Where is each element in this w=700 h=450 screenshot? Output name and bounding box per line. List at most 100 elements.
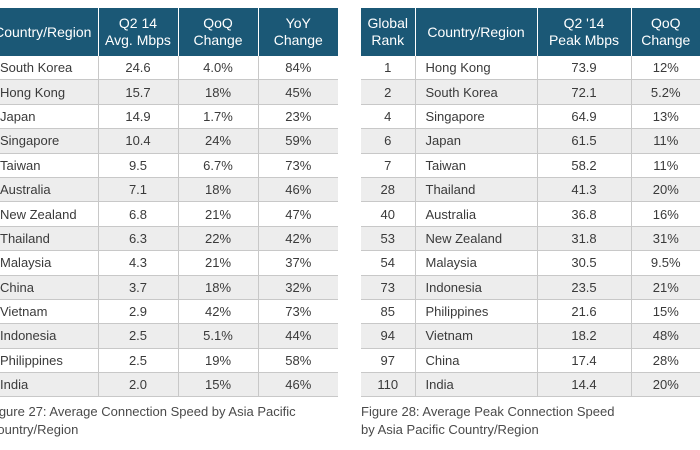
cell-avg-mbps: 4.3 [98, 250, 179, 276]
cell-avg-mbps: 2.9 [98, 299, 179, 325]
cell-avg-mbps: 2.5 [98, 323, 179, 349]
cell-peak-mbps: 30.5 [537, 250, 632, 276]
cell-peak-mbps: 72.1 [537, 79, 632, 105]
cell-qoq-change: 20% [631, 177, 700, 203]
cell-country: New Zealand [0, 201, 99, 227]
cell-peak-mbps: 17.4 [537, 348, 632, 374]
cell-peak-mbps: 36.8 [537, 201, 632, 227]
cell-global-rank: 40 [361, 201, 416, 227]
cell-yoy-change: 47% [258, 201, 338, 227]
cell-country: South Korea [0, 56, 99, 81]
cell-country: New Zealand [415, 226, 538, 252]
cell-qoq-change: 20% [631, 372, 700, 398]
cell-qoq-change: 9.5% [631, 250, 700, 276]
header-qoq-change: QoQ Change [631, 8, 700, 56]
table-row: Australia 7.1 18% 46% [0, 177, 338, 203]
cell-qoq-change: 5.1% [178, 323, 259, 349]
header-peak-mbps: Q2 '14 Peak Mbps [537, 8, 632, 56]
cell-country: Japan [0, 104, 99, 130]
cell-qoq-change: 5.2% [631, 79, 700, 105]
cell-peak-mbps: 64.9 [537, 104, 632, 130]
table-row: Singapore 10.4 24% 59% [0, 128, 338, 154]
cell-global-rank: 4 [361, 104, 416, 130]
cell-global-rank: 2 [361, 79, 416, 105]
cell-global-rank: 94 [361, 323, 416, 349]
cell-global-rank: 28 [361, 177, 416, 203]
cell-qoq-change: 22% [178, 226, 259, 252]
table-row: 85 Philippines 21.6 15% [361, 299, 700, 325]
cell-peak-mbps: 61.5 [537, 128, 632, 154]
cell-country: Taiwan [0, 153, 99, 178]
cell-country: Hong Kong [415, 56, 538, 81]
cell-qoq-change: 19% [178, 348, 259, 374]
cell-country: Indonesia [0, 323, 99, 349]
cell-avg-mbps: 10.4 [98, 128, 179, 154]
caption-line: by Asia Pacific Country/Region [361, 422, 539, 437]
cell-qoq-change: 11% [631, 153, 700, 178]
table-row: 1 Hong Kong 73.9 12% [361, 56, 700, 81]
cell-qoq-change: 15% [631, 299, 700, 325]
cell-country: Indonesia [415, 275, 538, 300]
figure-caption: Figure 27: Average Connection Speed by A… [0, 404, 296, 437]
cell-global-rank: 6 [361, 128, 416, 154]
table-row: 53 New Zealand 31.8 31% [361, 226, 700, 252]
table-row: 94 Vietnam 18.2 48% [361, 323, 700, 349]
table-row: Hong Kong 15.7 18% 45% [0, 79, 338, 105]
cell-country: China [415, 348, 538, 374]
header-yoy-change: YoY Change [258, 8, 338, 56]
cell-qoq-change: 28% [631, 348, 700, 374]
cell-global-rank: 1 [361, 56, 416, 81]
cell-qoq-change: 1.7% [178, 104, 259, 130]
cell-avg-mbps: 2.0 [98, 372, 179, 398]
cell-yoy-change: 73% [258, 153, 338, 178]
cell-peak-mbps: 31.8 [537, 226, 632, 252]
cell-global-rank: 97 [361, 348, 416, 374]
cell-country: Vietnam [0, 299, 99, 325]
cell-qoq-change: 16% [631, 201, 700, 227]
cell-avg-mbps: 9.5 [98, 153, 179, 178]
cell-country: India [415, 372, 538, 398]
cell-yoy-change: 58% [258, 348, 338, 374]
cell-qoq-change: 18% [178, 177, 259, 203]
cell-yoy-change: 46% [258, 177, 338, 203]
cell-yoy-change: 84% [258, 56, 338, 81]
cell-yoy-change: 32% [258, 275, 338, 300]
cell-qoq-change: 11% [631, 128, 700, 154]
cell-qoq-change: 18% [178, 79, 259, 105]
cell-peak-mbps: 41.3 [537, 177, 632, 203]
table-row: 7 Taiwan 58.2 11% [361, 153, 700, 178]
cell-qoq-change: 13% [631, 104, 700, 130]
table-row: Indonesia 2.5 5.1% 44% [0, 323, 338, 349]
cell-avg-mbps: 24.6 [98, 56, 179, 81]
cell-country: Malaysia [0, 250, 99, 276]
cell-global-rank: 110 [361, 372, 416, 398]
table-body: 1 Hong Kong 73.9 12% 2 South Korea 72.1 5.2% 4 Si… [361, 56, 700, 398]
caption-line: Figure 28: Average Peak Connection Speed [361, 404, 615, 419]
cell-avg-mbps: 6.8 [98, 201, 179, 227]
cell-country: Malaysia [415, 250, 538, 276]
cell-qoq-change: 18% [178, 275, 259, 300]
table-row: 4 Singapore 64.9 13% [361, 104, 700, 130]
cell-yoy-change: 44% [258, 323, 338, 349]
cell-avg-mbps: 2.5 [98, 348, 179, 374]
cell-peak-mbps: 14.4 [537, 372, 632, 398]
cell-avg-mbps: 3.7 [98, 275, 179, 300]
cell-country: China [0, 275, 99, 300]
figure-caption: Figure 28: Average Peak Connection Speed… [361, 403, 691, 439]
header-country: Country/Region [415, 8, 538, 56]
header-qoq-change: QoQ Change [178, 8, 259, 56]
cell-country: Singapore [0, 128, 99, 154]
table-row: 110 India 14.4 20% [361, 372, 700, 398]
table-row: New Zealand 6.8 21% 47% [0, 201, 338, 227]
cell-qoq-change: 4.0% [178, 56, 259, 81]
cell-country: South Korea [415, 79, 538, 105]
table-row: Vietnam 2.9 42% 73% [0, 299, 338, 325]
cell-avg-mbps: 6.3 [98, 226, 179, 252]
cell-yoy-change: 37% [258, 250, 338, 276]
cell-qoq-change: 31% [631, 226, 700, 252]
cell-peak-mbps: 21.6 [537, 299, 632, 325]
cell-peak-mbps: 73.9 [537, 56, 632, 81]
cell-country: Philippines [415, 299, 538, 325]
header-country: Country/Region [0, 8, 99, 56]
cell-qoq-change: 21% [631, 275, 700, 300]
